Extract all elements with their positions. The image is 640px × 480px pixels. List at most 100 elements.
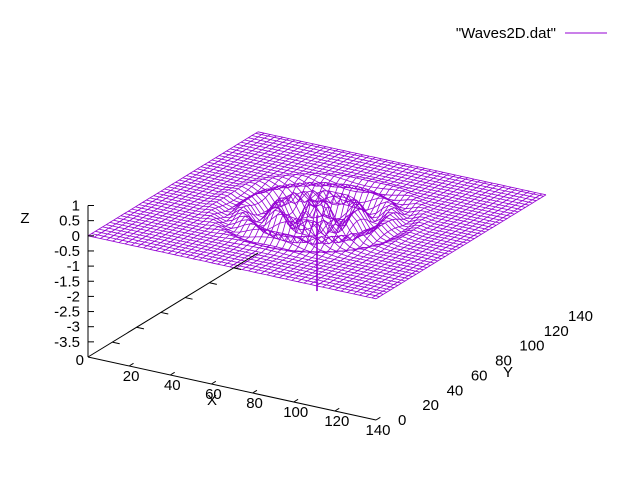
surface-line-y — [137, 142, 308, 247]
surface-line-y — [229, 162, 401, 268]
surface-line-y — [106, 135, 277, 241]
z-tick-label: -2.5 — [54, 304, 80, 321]
surface-line-x — [179, 179, 468, 244]
surface-line-x — [189, 173, 479, 237]
surface-line-x — [233, 146, 522, 211]
x-tick-label: 60 — [205, 386, 222, 403]
y-tick-label: 80 — [495, 353, 512, 370]
surface-line-x — [91, 233, 380, 297]
surface-line-x — [95, 230, 384, 295]
z-tick-label: -3 — [67, 319, 80, 336]
x-tick-label: 20 — [123, 368, 140, 385]
surface-line-y — [375, 194, 547, 300]
y-axis-line — [87, 252, 259, 358]
surface-line-x — [193, 170, 482, 235]
y-tick-label: 100 — [519, 338, 544, 355]
surface-line-x — [251, 135, 540, 199]
y-tick-mark — [233, 267, 242, 270]
surface-line-x — [168, 186, 457, 251]
x-tick-label: 120 — [324, 413, 349, 430]
surface-line-x — [230, 148, 519, 213]
surface-line-y — [309, 180, 481, 285]
x-tick-mark — [293, 398, 299, 403]
x-tick-mark — [170, 371, 175, 376]
surface-line-y — [161, 147, 333, 253]
surface-line-x — [128, 210, 417, 275]
surface-line-y — [118, 138, 290, 243]
surface-line-x — [113, 219, 402, 284]
x-tick-mark — [334, 407, 340, 412]
x-tick-label: 140 — [365, 422, 390, 439]
surface-line-x — [257, 131, 547, 196]
x-tick-mark — [375, 416, 381, 421]
surface-line-x — [182, 177, 471, 242]
z-axis-title: Z — [20, 210, 29, 227]
surface-line-y — [205, 157, 376, 262]
y-tick-label: 60 — [471, 367, 488, 384]
surface-line-x — [117, 217, 406, 282]
surface-line-y — [174, 150, 345, 256]
y-tick-mark — [209, 282, 217, 285]
surface-line-x — [248, 137, 537, 202]
surface-line-y — [322, 182, 493, 288]
surface-line-x — [142, 202, 431, 266]
surface-line-y — [266, 170, 438, 276]
z-tick-label: -0.5 — [54, 243, 80, 260]
surface-line-x — [255, 132, 544, 197]
surface-line-y — [328, 184, 499, 289]
surface-line-y — [143, 143, 314, 249]
surface-line-x — [186, 175, 475, 239]
surface-line-y — [242, 165, 413, 270]
y-tick-mark — [160, 311, 169, 315]
surface-line-y — [130, 140, 302, 246]
legend-label: "Waves2D.dat" — [456, 25, 556, 42]
y-tick-mark — [185, 297, 193, 300]
surface-line-y — [93, 132, 265, 238]
surface-line-x — [237, 144, 526, 208]
surface-line-x — [226, 150, 515, 215]
surface-line-y — [198, 155, 370, 261]
surface-line-y — [279, 173, 450, 279]
surface-line-y — [272, 171, 444, 277]
surface-line-y — [124, 139, 296, 245]
surface-line-x — [160, 190, 449, 255]
z-tick-label: -1 — [67, 258, 80, 275]
surface-line-y — [149, 144, 320, 250]
surface-line-y — [291, 176, 462, 281]
surface-line-x — [244, 139, 533, 204]
y-tick-label: 40 — [447, 382, 464, 399]
x-tick-label: 100 — [283, 404, 308, 421]
x-tick-label: 0 — [76, 352, 84, 369]
surface-line-x — [87, 235, 377, 300]
surface-line-y — [155, 146, 327, 252]
surface-line-y — [235, 163, 407, 269]
surface-line-x — [98, 228, 387, 293]
surface-line-x — [222, 152, 511, 217]
surface-line-x — [208, 161, 497, 226]
surface-line-x — [138, 204, 428, 268]
z-tick-label: -1.5 — [54, 273, 80, 290]
surface-line-y — [285, 174, 456, 280]
surface-line-x — [157, 193, 446, 257]
y-tick-label: 120 — [544, 323, 569, 340]
surface-line-x — [109, 222, 398, 286]
surface-line-y — [180, 151, 351, 257]
x-tick-label: 80 — [246, 395, 263, 412]
surface-line-x — [135, 206, 424, 271]
y-tick-label: 20 — [422, 397, 439, 414]
surface-line-y — [334, 185, 506, 291]
x-tick-label: 40 — [164, 377, 181, 394]
z-tick-label: 1 — [72, 198, 80, 215]
plot-axes — [87, 205, 381, 421]
z-tick-label: 0 — [72, 228, 80, 245]
surface-line-y — [87, 131, 259, 237]
surface-line-y — [248, 166, 419, 272]
surface-mesh — [87, 131, 547, 300]
surface-line-y — [260, 169, 432, 274]
x-axis-line — [87, 356, 377, 421]
x-tick-mark — [211, 380, 217, 385]
surface-line-y — [100, 134, 271, 239]
surface-line-y — [371, 193, 543, 299]
surface-line-y — [223, 161, 395, 266]
surface-line-y — [303, 178, 475, 284]
